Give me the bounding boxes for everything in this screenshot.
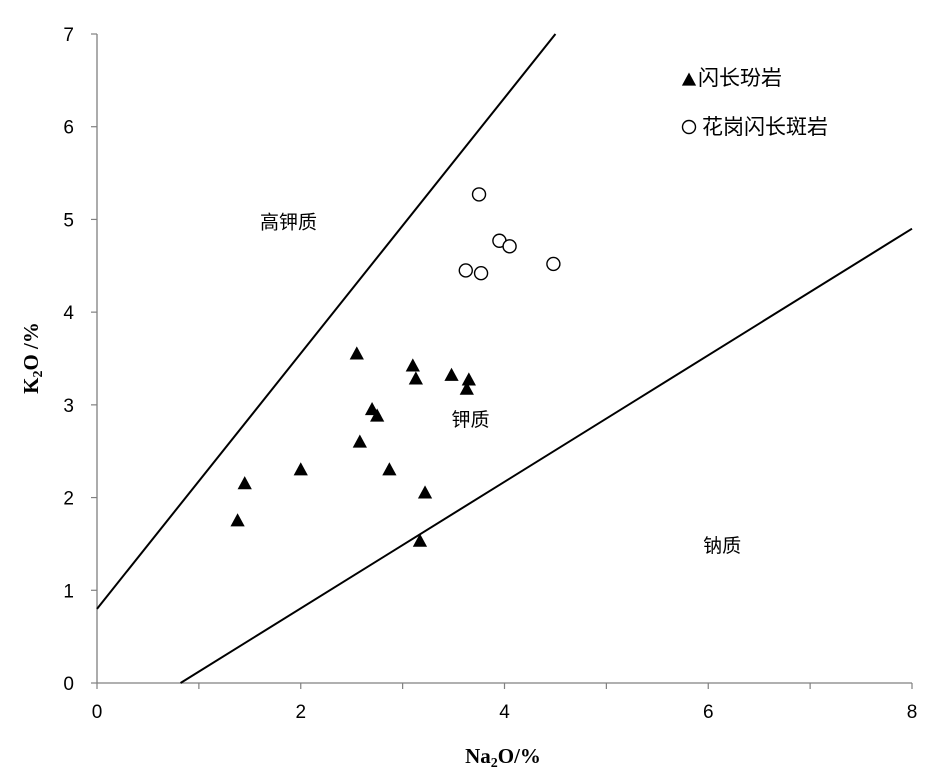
- filled-triangle-marker-icon: [681, 72, 697, 86]
- y-tick-label: 2: [63, 489, 74, 510]
- y-tick-label: 0: [63, 674, 74, 695]
- triangle-data-point: [444, 367, 459, 381]
- triangle-data-point: [230, 513, 245, 527]
- y-axis-title: K2O /%: [19, 322, 46, 394]
- data-points: [230, 187, 561, 547]
- triangle-data-point: [352, 434, 367, 448]
- triangle-data-point: [237, 476, 252, 490]
- legend-label: 花岗闪长斑岩: [702, 115, 828, 139]
- circle-data-point: [471, 187, 487, 202]
- legend-item-granodiorite-porphyry: 花岗闪长斑岩: [681, 115, 828, 139]
- triangle-data-point: [349, 346, 364, 360]
- circle-data-point: [458, 263, 473, 278]
- legend-label: 闪长玢岩: [698, 66, 782, 90]
- x-tick-label: 2: [295, 702, 306, 723]
- x-tick-label: 8: [907, 702, 918, 723]
- triangle-data-point: [417, 485, 433, 499]
- triangle-data-point: [461, 372, 476, 386]
- triangle-data-point: [405, 358, 420, 372]
- boundary-line: [180, 227, 913, 684]
- x-tick-label: 4: [499, 702, 510, 723]
- circle-data-point: [502, 239, 517, 254]
- y-tick-label: 5: [63, 210, 74, 231]
- triangle-data-point: [459, 381, 474, 395]
- open-circle-marker-icon: [681, 119, 697, 135]
- circle-data-point: [473, 266, 489, 281]
- y-tick-label: 3: [63, 396, 74, 417]
- region-label: 高钾质: [260, 211, 317, 233]
- region-label: 钠质: [703, 535, 741, 557]
- region-label: 钾质: [452, 409, 490, 431]
- triangle-data-point: [293, 462, 308, 476]
- triangle-data-point: [370, 408, 385, 422]
- axis-ticks: 0 1 2 3 4 5 6 7 0 2 4 6 8: [63, 25, 917, 723]
- x-tick-label: 0: [92, 702, 103, 723]
- y-tick-label: 6: [63, 118, 74, 139]
- legend: 闪长玢岩 花岗闪长斑岩: [681, 66, 828, 139]
- x-axis-title: Na2O/%: [465, 744, 541, 771]
- triangle-data-point: [412, 533, 428, 547]
- y-tick-label: 7: [63, 25, 74, 46]
- boundary-lines: [96, 33, 913, 684]
- y-tick-label: 1: [63, 581, 74, 602]
- legend-item-diorite-porphyrite: 闪长玢岩: [681, 66, 782, 90]
- triangle-data-point: [382, 462, 397, 476]
- x-tick-label: 6: [703, 702, 714, 723]
- circle-data-point: [546, 256, 561, 272]
- triangle-data-point: [408, 371, 423, 385]
- boundary-line: [96, 33, 557, 610]
- y-tick-label: 4: [63, 303, 74, 324]
